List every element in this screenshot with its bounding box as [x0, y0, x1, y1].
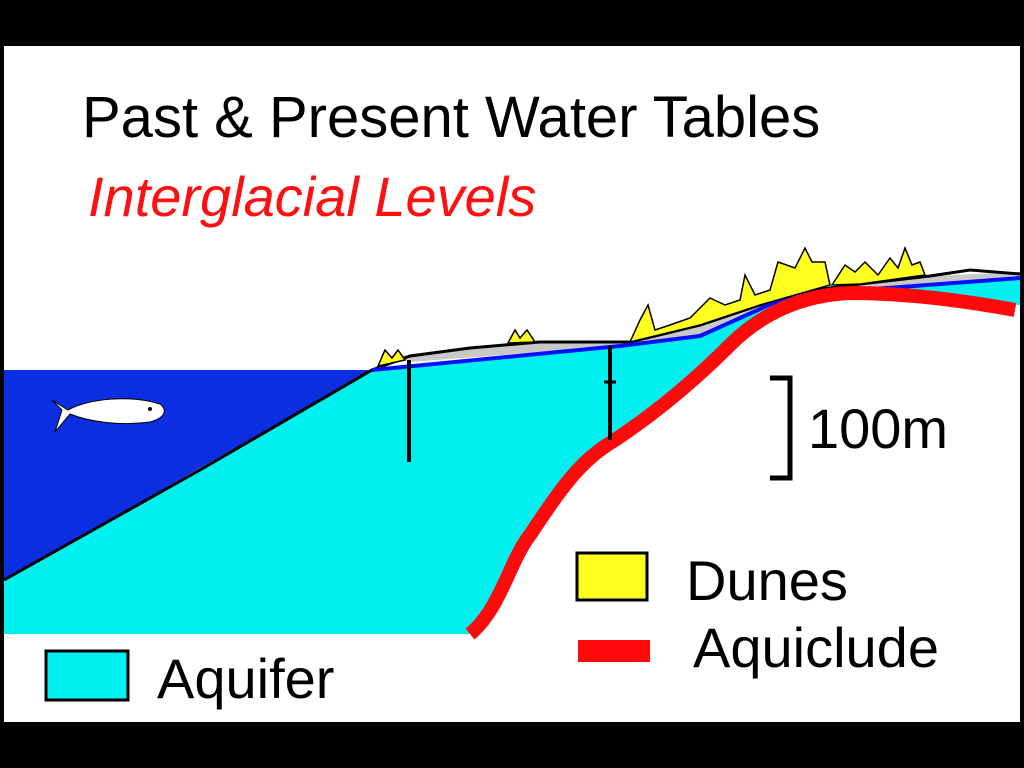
legend-label: Aquifer	[157, 647, 334, 710]
legend-label: Aquiclude	[693, 616, 939, 679]
aquiclude	[465, 285, 1017, 640]
subtitle: Interglacial Levels	[88, 165, 536, 228]
legend-label: Dunes	[686, 549, 848, 612]
legend-swatch	[578, 640, 650, 662]
fish	[51, 398, 165, 433]
legend-swatch	[44, 649, 130, 702]
fish-eye	[148, 407, 152, 411]
legend-swatch	[575, 551, 649, 602]
aquifer	[4, 276, 1020, 634]
title: Past & Present Water Tables	[82, 85, 820, 150]
scale-bar	[770, 375, 793, 481]
scale-label: 100m	[808, 397, 948, 460]
dunes	[376, 245, 927, 368]
